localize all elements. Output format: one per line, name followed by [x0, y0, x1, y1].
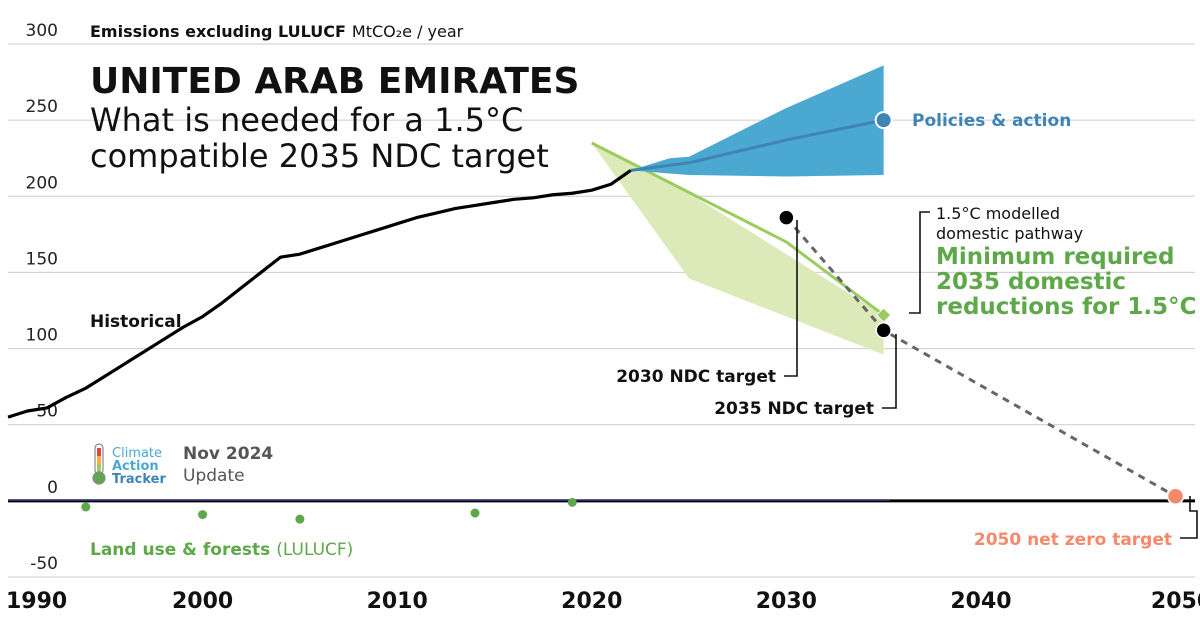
chart-title: UNITED ARAB EMIRATES — [90, 61, 579, 102]
y-tick-label--50: -50 — [30, 554, 58, 574]
ndc-target-point-2035 — [875, 322, 892, 339]
policies-median-line — [630, 118, 884, 172]
logo-line1: Climate — [112, 446, 162, 461]
netzero-connector — [1180, 496, 1198, 539]
x-tick-label-1990: 1990 — [6, 589, 67, 614]
policies-range — [630, 65, 884, 177]
pathway-label-line1: 1.5°C modelled — [936, 204, 1060, 223]
update-date: Nov 2024 — [183, 444, 273, 464]
annotation-connectors — [784, 211, 1198, 539]
y-tick-label-250: 250 — [26, 97, 58, 117]
ndc2035-connector — [882, 334, 897, 409]
points-layer — [81, 111, 1185, 524]
min-reduction-line3: reductions for 1.5°C — [936, 294, 1196, 320]
y-tick-label-300: 300 — [26, 21, 58, 41]
y-tick-label-200: 200 — [26, 173, 58, 193]
x-tick-label-2040: 2040 — [950, 589, 1011, 614]
y-tick-label-0: 0 — [47, 478, 58, 498]
ndc-target-point-2030 — [778, 209, 795, 226]
x-axis-ticks: 1990 2000 2010 2020 2030 2040 2050 — [6, 589, 1200, 614]
climate-action-tracker-logo: Climate Action Tracker Nov 2024 Update — [92, 443, 273, 487]
pathway-label-line2: domestic pathway — [936, 224, 1083, 243]
policies-2035-marker — [874, 111, 893, 130]
lulucf-point-1994 — [81, 502, 91, 512]
ndc2035-label: 2035 NDC target — [714, 399, 874, 419]
policies-layer — [630, 65, 884, 177]
lulucf-point-2005 — [295, 514, 305, 524]
netzero-target-point — [1166, 487, 1185, 506]
policies-label: Policies & action — [912, 111, 1071, 131]
x-tick-label-2020: 2020 — [561, 589, 622, 614]
ndc2030-label: 2030 NDC target — [616, 367, 776, 387]
chart-subtitle-line2: compatible 2035 NDC target — [90, 137, 549, 175]
grid — [8, 43, 1195, 578]
thermometer-icon — [92, 443, 106, 485]
chart-subtitle-line1: What is needed for a 1.5°C — [90, 101, 523, 139]
pathway-range — [591, 142, 884, 355]
lulucf-point-2014 — [470, 508, 480, 518]
x-tick-label-2050: 2050 — [1151, 589, 1200, 614]
x-tick-label-2030: 2030 — [756, 589, 817, 614]
historical-label: Historical — [90, 312, 182, 332]
lulucf-label: Land use & forests (LULUCF) — [90, 540, 353, 560]
min-reduction-line2: 2035 domestic — [936, 269, 1126, 295]
y-tick-label-150: 150 — [26, 249, 58, 269]
y-tick-label-100: 100 — [26, 326, 58, 346]
y-axis-label: Emissions excluding LULUCF MtCO₂e / year — [90, 22, 464, 41]
pathway-connector — [909, 211, 930, 314]
logo-line3: Tracker — [112, 472, 166, 487]
lulucf-point-2000 — [198, 510, 208, 520]
y-tick-label-50: 50 — [36, 402, 58, 422]
logo-line2: Action — [112, 459, 159, 474]
lulucf-point-2019 — [567, 497, 577, 507]
min-reduction-line1: Minimum required — [936, 244, 1174, 270]
y-axis-ticks: 300 250 200 150 100 50 0 -50 — [26, 21, 58, 574]
ndc2030-connector — [784, 220, 798, 377]
netzero-label: 2050 net zero target — [974, 530, 1172, 550]
historical-line — [7, 169, 632, 419]
x-tick-label-2010: 2010 — [367, 589, 428, 614]
x-tick-label-2000: 2000 — [172, 589, 233, 614]
update-label: Update — [183, 466, 245, 486]
